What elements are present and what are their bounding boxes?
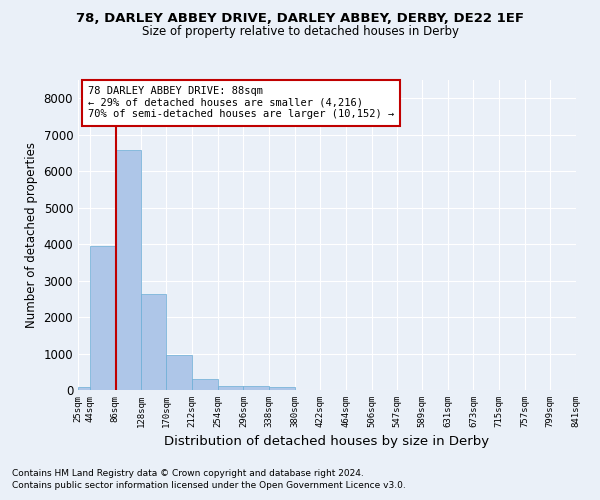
Bar: [244, 386, 269, 390]
Bar: [141, 294, 166, 390]
Text: Contains public sector information licensed under the Open Government Licence v3: Contains public sector information licen…: [12, 481, 406, 490]
Bar: [166, 356, 192, 390]
Text: Contains HM Land Registry data © Crown copyright and database right 2024.: Contains HM Land Registry data © Crown c…: [12, 468, 364, 477]
Text: Size of property relative to detached houses in Derby: Size of property relative to detached ho…: [142, 25, 458, 38]
Bar: [192, 379, 218, 390]
Bar: [89, 246, 115, 390]
Bar: [78, 388, 89, 390]
Y-axis label: Number of detached properties: Number of detached properties: [25, 142, 38, 328]
Bar: [218, 386, 244, 390]
Bar: [115, 150, 141, 390]
Text: 78, DARLEY ABBEY DRIVE, DARLEY ABBEY, DERBY, DE22 1EF: 78, DARLEY ABBEY DRIVE, DARLEY ABBEY, DE…: [76, 12, 524, 26]
X-axis label: Distribution of detached houses by size in Derby: Distribution of detached houses by size …: [164, 436, 490, 448]
Bar: [269, 386, 295, 390]
Text: 78 DARLEY ABBEY DRIVE: 88sqm
← 29% of detached houses are smaller (4,216)
70% of: 78 DARLEY ABBEY DRIVE: 88sqm ← 29% of de…: [88, 86, 394, 120]
